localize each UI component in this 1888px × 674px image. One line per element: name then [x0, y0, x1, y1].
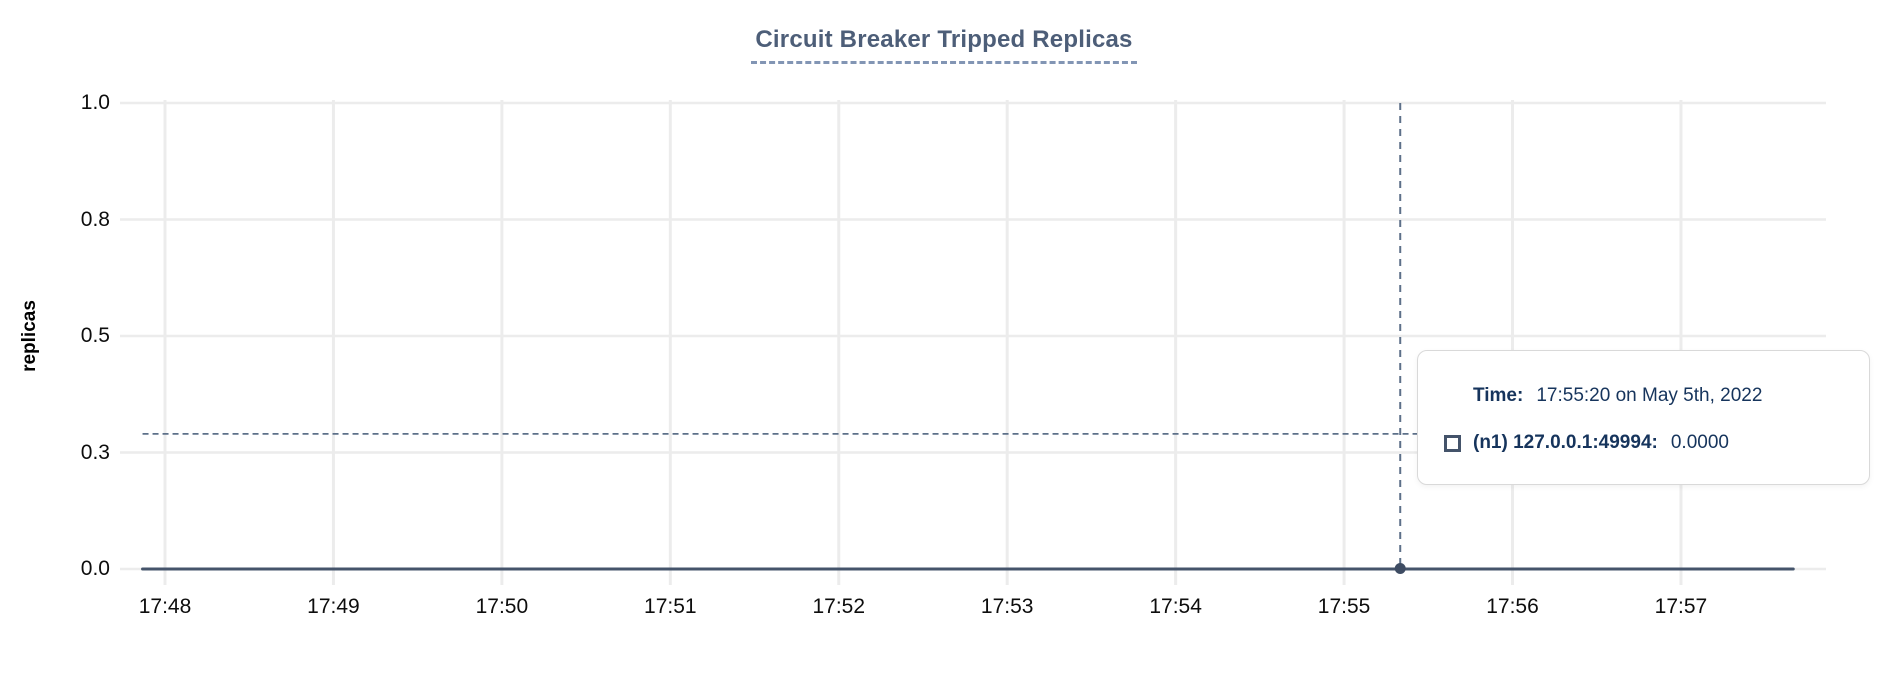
x-tick-label: 17:57 [1654, 595, 1708, 618]
x-tick-label: 17:52 [812, 595, 866, 618]
x-tick-label: 17:48 [138, 595, 192, 618]
x-tick-label: 17:54 [1149, 595, 1202, 618]
tooltip-time-row: Time: 17:55:20 on May 5th, 2022 [1473, 383, 1762, 409]
y-tick-label: 0.0 [80, 557, 110, 580]
tooltip-time-value: 17:55:20 on May 5th, 2022 [1536, 385, 1763, 406]
y-tick-label: 0.3 [80, 440, 110, 464]
x-tick-label: 17:55 [1317, 595, 1371, 618]
chart-title: Circuit Breaker Tripped Replicas [751, 26, 1137, 64]
y-tick-label: 1.0 [80, 91, 110, 114]
x-tick-label: 17:49 [307, 595, 360, 618]
tooltip-series-label: (n1) 127.0.0.1:49994: [1473, 432, 1658, 453]
x-tick-label: 17:50 [475, 595, 529, 618]
x-tick-label: 17:51 [644, 595, 697, 618]
hover-tooltip: Time: 17:55:20 on May 5th, 2022 (n1) 127… [1417, 350, 1870, 485]
square-outline-icon [1444, 434, 1461, 452]
chart-title-row: Circuit Breaker Tripped Replicas [0, 26, 1888, 64]
y-tick-label: 0.8 [80, 207, 110, 231]
tooltip-series-value: 0.0000 [1670, 432, 1729, 453]
hovered-point-dot[interactable] [1394, 563, 1406, 574]
tooltip-series-row: (n1) 127.0.0.1:49994: 0.0000 [1444, 430, 1729, 456]
y-tick-label: 0.5 [80, 324, 110, 347]
tooltip-time-label: Time: [1473, 385, 1524, 406]
x-tick-label: 17:53 [980, 595, 1034, 618]
x-tick-label: 17:56 [1486, 595, 1539, 618]
